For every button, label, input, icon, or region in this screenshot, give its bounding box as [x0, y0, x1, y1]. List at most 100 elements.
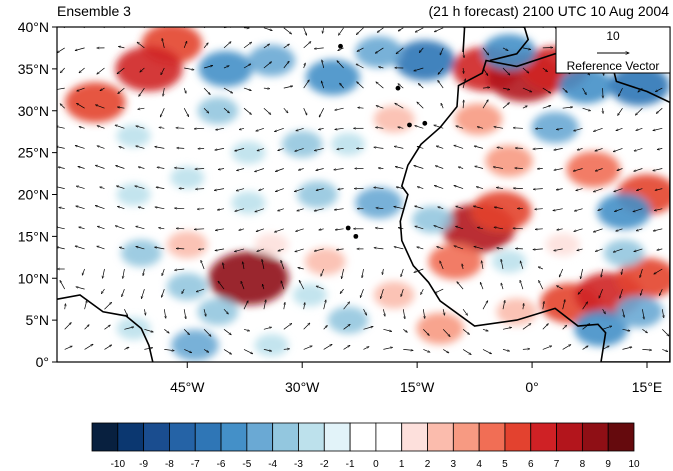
wind-vector — [316, 168, 324, 171]
island — [353, 233, 359, 239]
wind-vector — [164, 349, 174, 350]
wind-vector — [122, 288, 125, 297]
wind-vector — [463, 67, 464, 74]
wind-vector — [542, 346, 552, 350]
wind-vector — [616, 127, 623, 130]
wind-vector — [75, 146, 85, 149]
colorbar-label: 6 — [528, 459, 534, 470]
wind-vector — [577, 248, 583, 251]
wind-vector — [398, 127, 404, 128]
wind-vector — [316, 188, 324, 191]
wind-vector — [502, 300, 505, 310]
wind-vector — [494, 207, 504, 210]
wind-vector — [314, 248, 324, 251]
wind-vector — [415, 226, 424, 230]
wind-vector — [357, 82, 364, 89]
wind-vector — [375, 228, 384, 229]
wind-vector — [423, 349, 430, 353]
anomaly-blob — [197, 97, 239, 125]
wind-vector — [438, 80, 444, 89]
wind-vector — [77, 87, 85, 91]
wind-vector — [375, 47, 384, 53]
wind-vector — [482, 87, 490, 88]
anomaly-blob — [65, 82, 126, 123]
wind-vector — [321, 81, 325, 89]
colorbar-label: 2 — [425, 459, 431, 470]
wind-vector — [139, 87, 145, 96]
anomaly-blob — [454, 103, 503, 135]
wind-vector — [640, 288, 643, 295]
colorbar-label: -7 — [191, 459, 200, 470]
wind-vector — [657, 148, 663, 149]
wind-vector — [343, 302, 350, 310]
wind-vector — [116, 166, 125, 169]
y-tick-label: 15°N — [18, 228, 49, 244]
wind-vector — [342, 268, 344, 279]
wind-vector — [573, 168, 583, 172]
wind-vector — [64, 323, 72, 330]
wind-vector — [64, 346, 73, 350]
wind-vector — [462, 79, 465, 89]
colorbar-label: -6 — [217, 459, 226, 470]
wind-vector — [243, 107, 252, 114]
colorbar-swatch — [556, 422, 583, 452]
wind-vector — [396, 187, 404, 189]
wind-vector — [434, 27, 444, 32]
wind-vector — [513, 128, 523, 129]
wind-vector — [394, 207, 404, 210]
wind-vector — [255, 168, 265, 172]
wind-vector — [634, 168, 643, 172]
anomaly-blob — [197, 298, 239, 326]
wind-vector — [357, 47, 364, 52]
wind-vector — [462, 308, 468, 315]
wind-vector — [243, 262, 245, 270]
wind-vector — [263, 27, 272, 31]
wind-vector — [296, 228, 304, 232]
wind-vector — [183, 87, 186, 93]
anomaly-blob — [170, 166, 205, 190]
wind-vector — [636, 188, 643, 191]
colorbar-label: -8 — [165, 459, 174, 470]
wind-vector — [421, 288, 424, 295]
wind-vector — [501, 259, 504, 270]
wind-vector — [338, 27, 344, 36]
anomaly-blob — [416, 312, 464, 345]
colorbar-label: 7 — [554, 459, 560, 470]
anomaly-blob — [355, 187, 403, 219]
wind-vector — [183, 41, 187, 49]
reference-vector-label: Reference Vector — [567, 59, 660, 73]
wind-vector — [243, 349, 253, 353]
wind-vector — [334, 209, 344, 210]
wind-vector — [621, 268, 622, 275]
colorbar-swatch — [91, 422, 119, 452]
wind-vector — [513, 188, 523, 189]
colorbar-swatch — [298, 422, 325, 452]
colorbar-swatch — [581, 422, 609, 452]
wind-vector — [543, 301, 544, 310]
wind-vector — [657, 249, 663, 250]
wind-vector — [295, 248, 304, 252]
wind-vector — [319, 108, 325, 117]
wind-vector — [403, 329, 407, 332]
wind-vector — [522, 349, 530, 350]
wind-vector — [620, 288, 623, 298]
wind-vector — [383, 328, 391, 331]
wind-vector — [661, 309, 664, 318]
wind-vector — [215, 248, 225, 251]
wind-vector — [298, 268, 304, 269]
wind-vector — [323, 344, 332, 350]
wind-vector — [175, 269, 185, 270]
colorbar-label: -2 — [320, 459, 329, 470]
wind-vector — [155, 207, 165, 210]
wind-vector — [340, 288, 344, 294]
island — [407, 122, 412, 128]
colorbar-swatch — [401, 422, 428, 452]
wind-vector — [97, 246, 105, 250]
wind-vector — [223, 107, 230, 113]
wind-vector — [318, 128, 324, 129]
wind-vector — [262, 284, 264, 290]
anomaly-blob — [485, 145, 533, 177]
wind-vector — [283, 44, 290, 49]
wind-vector — [57, 247, 65, 250]
wind-vector — [223, 66, 229, 69]
